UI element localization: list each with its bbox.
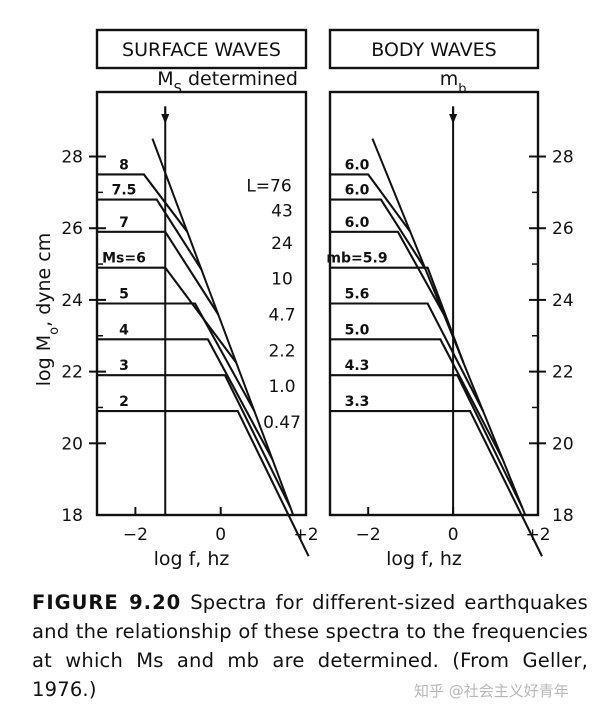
body-series-label-1: 6.0 — [345, 183, 370, 199]
surface-spectrum-3 — [97, 266, 238, 364]
surface-series-label-6: 3 — [119, 358, 129, 374]
surface-spectrum-1 — [97, 198, 203, 271]
surface-length-label-5: 2.2 — [268, 341, 295, 361]
surface-length-label-0: L=76 — [246, 176, 291, 196]
surface-xlabel: log f, hz — [154, 548, 230, 570]
body-xtick-label-2: +2 — [525, 525, 550, 545]
body-spectrum-7 — [330, 409, 543, 557]
body-series-label-2: 6.0 — [345, 215, 370, 231]
surface-xtick-label-1: 0 — [215, 525, 226, 545]
surface-xtick-label-0: −2 — [123, 525, 148, 545]
surface-spectrum-5 — [97, 338, 274, 460]
body-xlabel: log f, hz — [386, 548, 462, 570]
surface-ytick-label-18: 18 — [61, 506, 83, 526]
body-ytick-label-18: 18 — [552, 506, 574, 526]
surface-series-label-0: 8 — [119, 157, 129, 173]
surface-ytick-label-20: 20 — [61, 434, 83, 454]
body-title: BODY WAVES — [371, 39, 497, 61]
surface-ytick-label-28: 28 — [61, 148, 83, 168]
surface-ytick-label-26: 26 — [61, 219, 83, 239]
surface-length-label-1: 43 — [271, 202, 293, 222]
body-ytick-label-20: 20 — [552, 434, 574, 454]
watermark: 知乎 @社会主义好青年 — [414, 682, 569, 700]
body-xtick-label-0: −2 — [356, 525, 381, 545]
surface-title-box — [95, 28, 308, 70]
surface-series-label-1: 7.5 — [112, 183, 137, 199]
caption-label: FIGURE 9.20 — [32, 591, 182, 614]
body-title-box — [328, 28, 540, 70]
body-spectrum-2 — [330, 230, 445, 315]
surface-series-label-3: Ms=6 — [102, 251, 146, 267]
surface-series-label-4: 5 — [119, 287, 129, 303]
body-spectrum-1 — [330, 198, 427, 271]
surface-marker-label: MS determined — [157, 68, 298, 97]
body-spectrum-4 — [330, 302, 484, 412]
figure-caption: FIGURE 9.20 Spectra for different-sized … — [32, 588, 588, 704]
body-marker-label: mb — [440, 68, 467, 97]
body-marker-arrowhead — [449, 114, 458, 124]
body-spectrum-3 — [330, 266, 465, 364]
surface-length-label-2: 24 — [271, 234, 293, 254]
surface-marker-arrowhead — [161, 114, 170, 124]
surface-ytick-label-22: 22 — [61, 363, 83, 383]
surface-ytick-label-24: 24 — [61, 291, 83, 311]
body-series-label-5: 5.0 — [345, 322, 370, 338]
body-ytick-label-28: 28 — [552, 148, 574, 168]
surface-series-label-2: 7 — [119, 215, 129, 231]
surface-ylabel: log Mo, dyne cm — [33, 233, 62, 386]
caption-text: Spectra for different-sized earthquakes … — [32, 591, 588, 701]
body-xtick-label-1: 0 — [448, 525, 459, 545]
surface-series-label-7: 2 — [119, 394, 129, 410]
body-series-label-6: 4.3 — [345, 358, 370, 374]
body-ytick-label-22: 22 — [552, 363, 574, 383]
surface-length-label-6: 1.0 — [268, 377, 295, 397]
body-spectrum-5 — [330, 338, 504, 460]
surface-series-label-5: 4 — [119, 322, 129, 338]
surface-length-label-7: 0.47 — [263, 413, 301, 433]
surface-spectrum-7 — [97, 409, 310, 557]
surface-spectrum-0 — [97, 173, 189, 233]
body-series-label-3: mb=5.9 — [326, 251, 387, 267]
surface-spectrum-6 — [97, 374, 292, 509]
surface-length-label-4: 4.7 — [268, 306, 295, 326]
surface-length-label-3: 10 — [271, 270, 293, 290]
body-spectrum-6 — [330, 374, 524, 509]
surface-spectrum-4 — [97, 302, 256, 412]
body-ytick-label-24: 24 — [552, 291, 574, 311]
body-spectrum-0 — [330, 173, 412, 233]
surface-title: SURFACE WAVES — [122, 39, 281, 61]
surface-spectrum-2 — [97, 230, 220, 315]
body-series-label-4: 5.6 — [345, 287, 370, 303]
body-series-label-7: 3.3 — [345, 394, 370, 410]
body-series-label-0: 6.0 — [345, 157, 370, 173]
body-ytick-label-26: 26 — [552, 219, 574, 239]
